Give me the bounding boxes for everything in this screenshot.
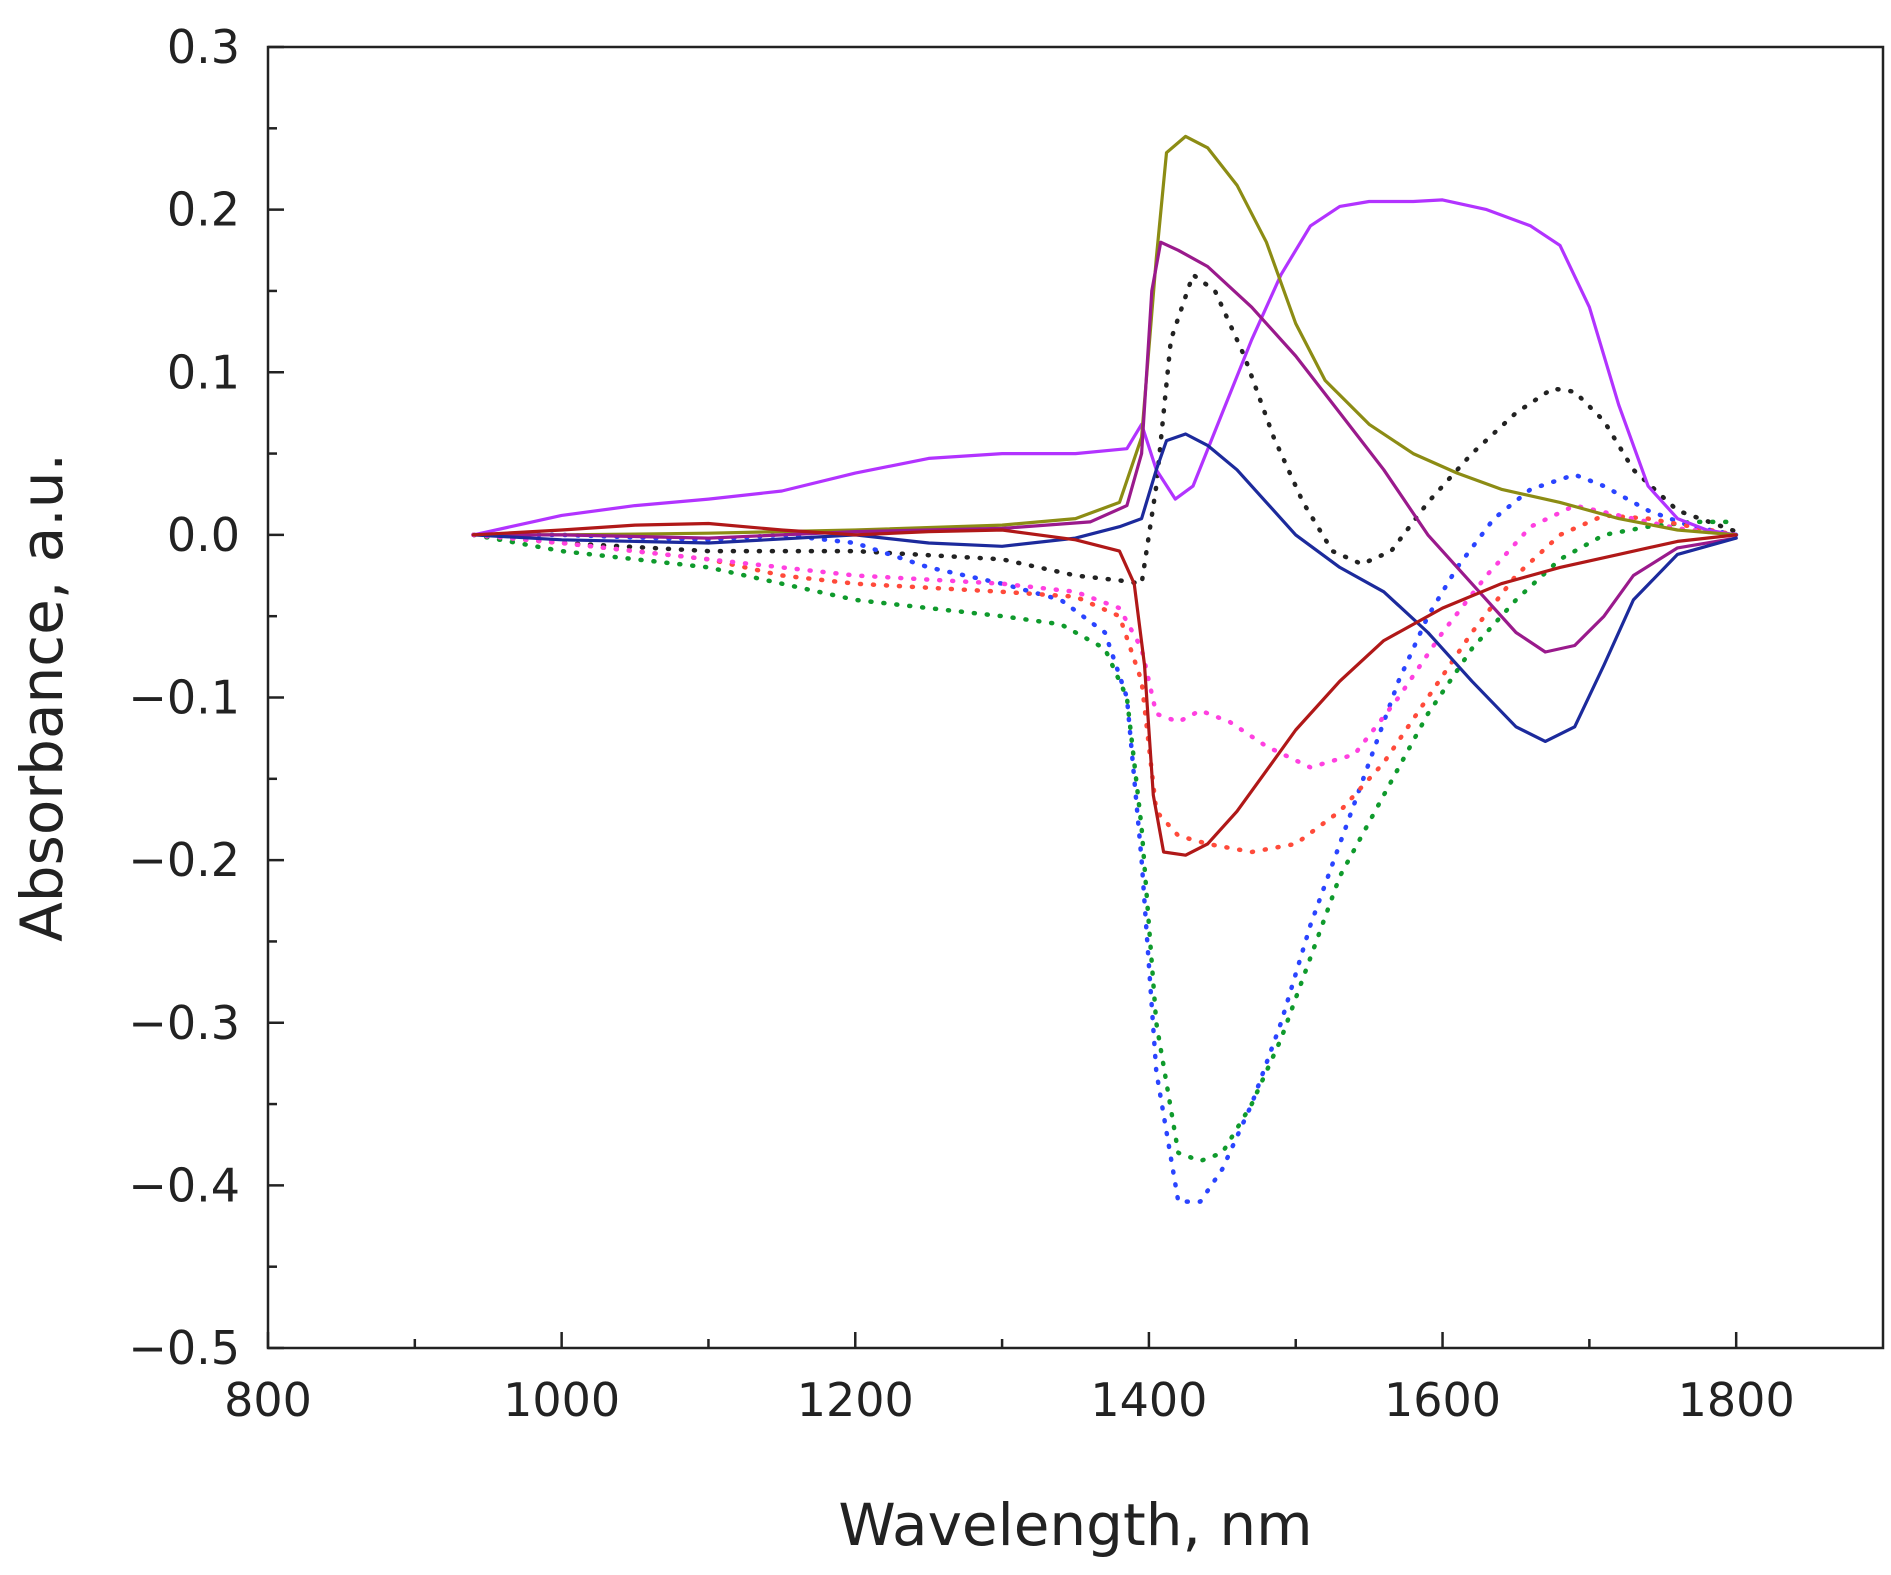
y-tick-label: −0.5 xyxy=(128,1321,240,1375)
series-darkred-solid xyxy=(471,521,1738,857)
y-tick-label: −0.1 xyxy=(128,671,240,725)
series-layer xyxy=(471,134,1739,1204)
y-tick-label: −0.2 xyxy=(128,833,240,887)
series-olive-solid xyxy=(471,134,1738,537)
x-tick-label: 1600 xyxy=(1384,1373,1501,1427)
series-navy-solid xyxy=(471,432,1738,744)
y-tick-label: 0.2 xyxy=(167,183,240,237)
y-tick-label: −0.3 xyxy=(128,996,240,1050)
x-tick-label: 1800 xyxy=(1678,1373,1795,1427)
series-red-dotted xyxy=(471,513,1739,855)
y-tick-label: 0.0 xyxy=(167,508,240,562)
x-axis-title: Wavelength, nm xyxy=(838,1491,1312,1559)
plot-frame xyxy=(266,45,1885,1350)
series-black-dotted xyxy=(471,272,1739,586)
y-tick-label: 0.3 xyxy=(167,20,240,74)
series-blue-dotted xyxy=(471,472,1739,1204)
x-tick-label: 1200 xyxy=(797,1373,914,1427)
x-tick-label: 800 xyxy=(224,1373,312,1427)
series-purple-solid xyxy=(471,240,1738,654)
x-tick-label: 1400 xyxy=(1090,1373,1207,1427)
series-green-dotted xyxy=(471,519,1739,1164)
y-axis-ticks: −0.5 −0.4 −0.3 −0.2 −0.1 0.0 0.1 0.2 0.3 xyxy=(128,20,284,1375)
y-axis-title: Absorbance, a.u. xyxy=(8,453,76,942)
y-tick-label: 0.1 xyxy=(167,345,240,399)
series-magenta-dotted xyxy=(471,503,1739,770)
series-violet-solid xyxy=(471,198,1738,537)
x-axis-ticks: 800 1000 1200 1400 1600 1800 xyxy=(224,1332,1795,1427)
x-tick-label: 1000 xyxy=(503,1373,620,1427)
y-tick-label: −0.4 xyxy=(128,1158,240,1212)
